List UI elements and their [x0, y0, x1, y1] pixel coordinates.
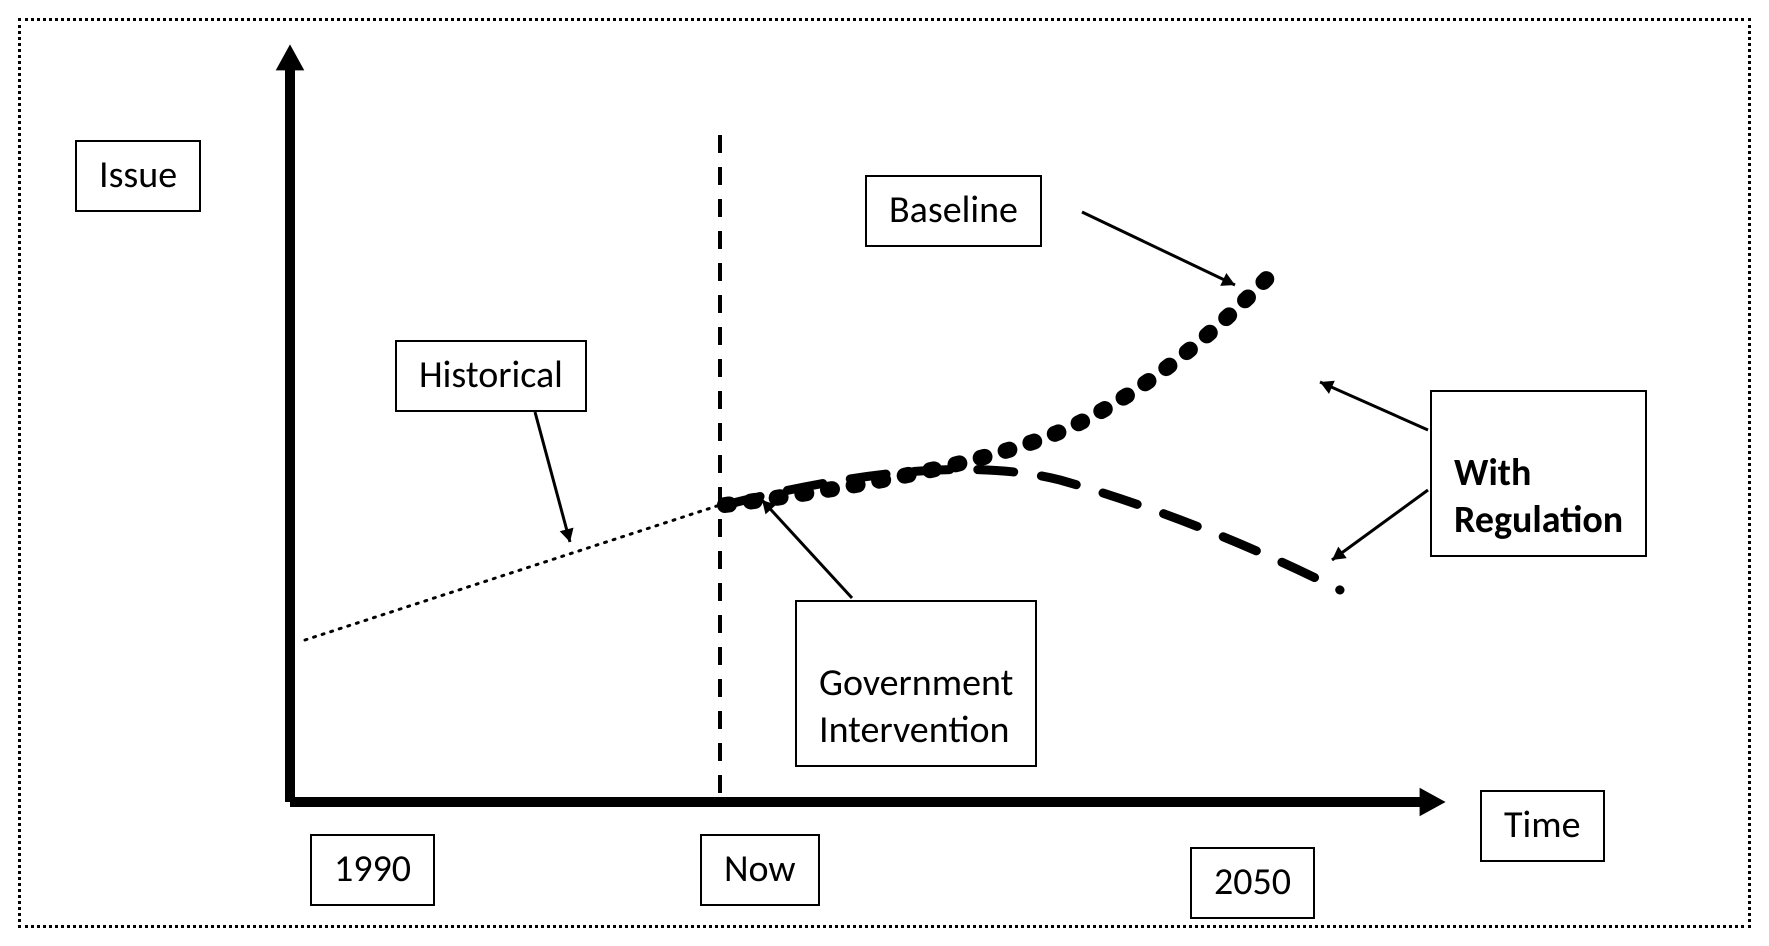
label-now-text: Now	[724, 846, 796, 892]
label-now: Now	[700, 834, 820, 906]
historical-to-line	[535, 412, 570, 542]
curve-historical	[305, 505, 720, 640]
label-1990: 1990	[310, 834, 435, 906]
regulation-to-line-upper	[1320, 382, 1428, 430]
baseline-to-line	[1082, 212, 1235, 285]
label-2050-text: 2050	[1214, 859, 1291, 905]
label-time: Time	[1480, 790, 1605, 862]
label-historical: Historical	[395, 340, 587, 412]
label-gov-intervention: Government Intervention	[795, 600, 1037, 767]
label-baseline-text: Baseline	[889, 187, 1018, 233]
label-baseline: Baseline	[865, 175, 1042, 247]
label-historical-text: Historical	[419, 352, 563, 398]
regulation-to-line-lower	[1332, 490, 1428, 560]
label-gov-intervention-text: Government Intervention	[819, 660, 1013, 754]
label-with-regulation-text: With Regulation	[1454, 450, 1623, 544]
label-time-text: Time	[1504, 802, 1581, 848]
gov-to-point	[762, 500, 852, 598]
label-issue-text: Issue	[99, 152, 177, 198]
label-issue: Issue	[75, 140, 201, 212]
label-1990-text: 1990	[334, 846, 411, 892]
curve-with_regulation	[725, 469, 1340, 590]
label-2050: 2050	[1190, 847, 1315, 919]
label-with-regulation: With Regulation	[1430, 390, 1647, 557]
